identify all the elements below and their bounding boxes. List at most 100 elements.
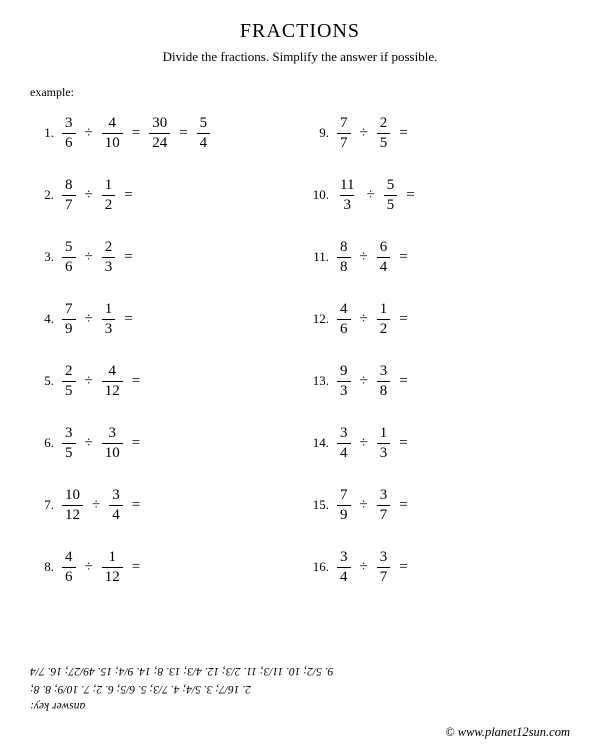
problem-number: 6. [30, 435, 54, 451]
problem-row: 15.79÷37= [305, 474, 570, 536]
denominator: 8 [337, 257, 351, 275]
fraction: 410 [102, 116, 123, 151]
problem-number: 16. [305, 559, 329, 575]
numerator: 2 [102, 240, 116, 257]
expression: 46÷12= [337, 302, 411, 337]
denominator: 12 [102, 567, 123, 585]
problem-number: 8. [30, 559, 54, 575]
answer-key-label: answer key: [30, 700, 85, 712]
divide-sign: ÷ [363, 187, 377, 204]
expression: 79÷13= [62, 302, 136, 337]
numerator: 8 [337, 240, 351, 257]
problem-number: 1. [30, 125, 54, 141]
fraction: 1012 [62, 488, 83, 523]
numerator: 5 [62, 240, 76, 257]
equals-sign: = [129, 125, 143, 142]
numerator: 2 [377, 116, 391, 133]
expression: 34÷13= [337, 426, 411, 461]
problem-number: 2. [30, 187, 54, 203]
fraction: 46 [337, 302, 351, 337]
problem-row: 7.1012÷34= [30, 474, 295, 536]
equals-sign: = [129, 373, 143, 390]
denominator: 8 [377, 381, 391, 399]
numerator: 5 [384, 178, 398, 195]
fraction: 87 [62, 178, 76, 213]
numerator: 1 [377, 426, 391, 443]
left-column: 1.36÷410=3024=542.87÷12=3.56÷23=4.79÷13=… [30, 102, 295, 598]
expression: 56÷23= [62, 240, 136, 275]
equals-sign: = [403, 187, 417, 204]
denominator: 5 [62, 381, 76, 399]
fraction: 112 [102, 550, 123, 585]
problem-number: 5. [30, 373, 54, 389]
expression: 1012÷34= [62, 488, 143, 523]
fraction: 54 [197, 116, 211, 151]
equals-sign: = [396, 435, 410, 452]
instructions: Divide the fractions. Simplify the answe… [30, 49, 570, 65]
numerator: 1 [102, 302, 116, 319]
fraction: 38 [377, 364, 391, 399]
fraction: 37 [377, 488, 391, 523]
equals-sign: = [396, 559, 410, 576]
fraction: 46 [62, 550, 76, 585]
fraction: 113 [337, 178, 357, 213]
problem-row: 3.56÷23= [30, 226, 295, 288]
equals-sign: = [121, 249, 135, 266]
divide-sign: ÷ [357, 373, 371, 390]
expression: 36÷410=3024=54 [62, 116, 210, 151]
numerator: 3 [377, 364, 391, 381]
denominator: 9 [62, 319, 76, 337]
denominator: 5 [377, 133, 391, 151]
numerator: 3 [337, 426, 351, 443]
fraction: 25 [377, 116, 391, 151]
problem-row: 1.36÷410=3024=54 [30, 102, 295, 164]
equals-sign: = [396, 311, 410, 328]
divide-sign: ÷ [357, 497, 371, 514]
numerator: 9 [337, 364, 351, 381]
numerator: 10 [62, 488, 83, 505]
denominator: 5 [62, 443, 76, 461]
answer-key-line-2: 9. 5/2; 10. 11/3; 11. 2/3; 12. 4/3; 13. … [30, 666, 333, 678]
divide-sign: ÷ [82, 187, 96, 204]
problem-number: 15. [305, 497, 329, 513]
problem-row: 2. 87 ÷ 12 = [30, 164, 295, 226]
problem-number: 3. [30, 249, 54, 265]
denominator: 3 [102, 257, 116, 275]
divide-sign: ÷ [357, 249, 371, 266]
denominator: 10 [102, 443, 123, 461]
denominator: 7 [377, 505, 391, 523]
worksheet-page: FRACTIONS Divide the fractions. Simplify… [0, 0, 600, 750]
fraction: 12 [377, 302, 391, 337]
numerator: 8 [62, 178, 76, 195]
numerator: 2 [62, 364, 76, 381]
denominator: 7 [377, 567, 391, 585]
equals-sign: = [121, 187, 135, 204]
numerator: 11 [337, 178, 357, 195]
fraction: 36 [62, 116, 76, 151]
numerator: 7 [62, 302, 76, 319]
numerator: 3 [377, 550, 391, 567]
denominator: 4 [337, 567, 351, 585]
denominator: 6 [62, 133, 76, 151]
fraction: 35 [62, 426, 76, 461]
equals-sign: = [129, 435, 143, 452]
fraction: 34 [109, 488, 123, 523]
problem-number: 4. [30, 311, 54, 327]
divide-sign: ÷ [357, 559, 371, 576]
fraction: 77 [337, 116, 351, 151]
equals-sign: = [176, 125, 190, 142]
fraction: 12 [102, 178, 116, 213]
denominator: 7 [337, 133, 351, 151]
fraction: 412 [102, 364, 123, 399]
expression: 93÷38= [337, 364, 411, 399]
denominator: 4 [337, 443, 351, 461]
fraction: 93 [337, 364, 351, 399]
fraction: 34 [337, 426, 351, 461]
page-title: FRACTIONS [30, 20, 570, 43]
credit-line: © www.planet12sun.com [445, 725, 570, 740]
fraction: 88 [337, 240, 351, 275]
numerator: 3 [105, 426, 119, 443]
fraction: 310 [102, 426, 123, 461]
denominator: 3 [377, 443, 391, 461]
equals-sign: = [121, 311, 135, 328]
